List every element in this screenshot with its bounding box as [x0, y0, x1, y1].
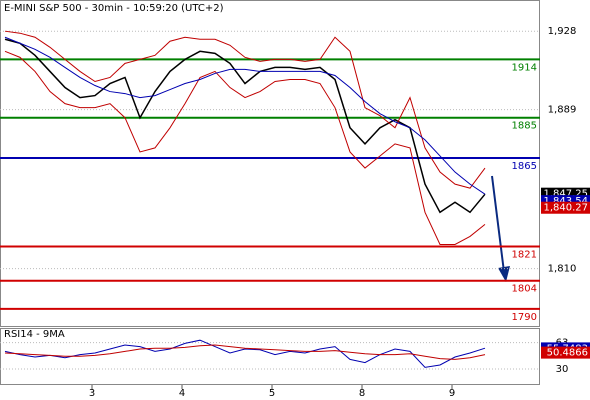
level-label: 1804	[512, 284, 537, 295]
y-tick-label: 30	[556, 364, 569, 375]
x-tick-label: 3	[89, 388, 95, 399]
arrow-head	[498, 266, 510, 282]
rsi-title: RSI14 - 9MA	[4, 329, 65, 340]
x-tick-label: 9	[449, 388, 455, 399]
series-line	[4, 36, 486, 195]
x-tick-label: 8	[359, 388, 365, 399]
rsi-panel	[0, 328, 540, 385]
series-line	[4, 339, 486, 368]
last-value-label: 1,847.25	[543, 189, 588, 200]
last-value-label: 1,840.27	[543, 203, 588, 214]
last-value-box	[541, 346, 590, 359]
level-label: 1821	[512, 250, 537, 261]
series-line	[4, 38, 486, 214]
level-label: 1885	[512, 121, 537, 132]
level-label: 1790	[512, 312, 537, 323]
level-label: 1914	[512, 62, 537, 73]
last-value-label: 50.4866	[547, 348, 588, 359]
series-line	[4, 344, 486, 360]
y-tick-label: 1,928	[548, 26, 577, 37]
y-tick-label: 1,810	[548, 264, 577, 275]
chart-title: E-MINI S&P 500 - 30min - 10:59:20 (UTC+2…	[4, 3, 224, 14]
x-tick-label: 4	[179, 388, 185, 399]
last-value-box	[541, 201, 590, 214]
series-line	[4, 50, 486, 245]
y-tick-label: 1,889	[548, 105, 577, 116]
level-label: 1865	[512, 161, 537, 172]
last-value-label: 1,843.54	[543, 196, 588, 207]
forecast-arrow	[491, 175, 505, 273]
series-line	[4, 30, 486, 189]
x-tick-label: 5	[269, 388, 275, 399]
price-panel	[0, 0, 540, 327]
